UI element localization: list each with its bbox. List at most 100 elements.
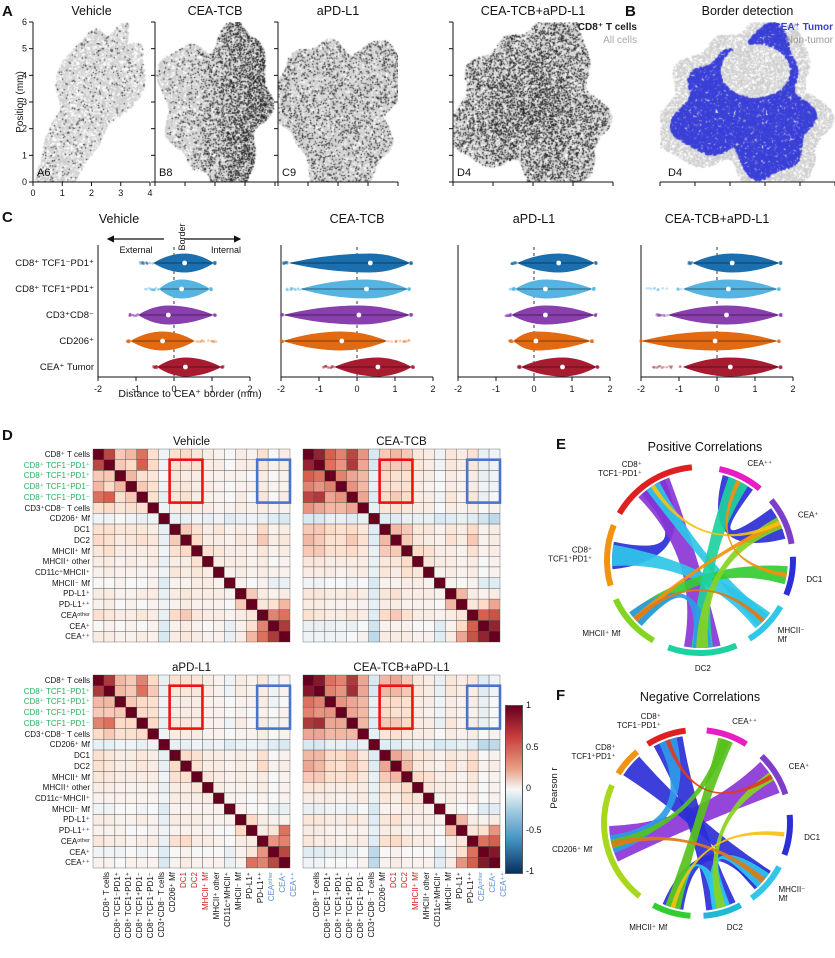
violin-tail-dot xyxy=(776,339,780,343)
violin-tail-dot xyxy=(410,313,414,316)
violin-body xyxy=(300,279,409,299)
violin-tail-dot xyxy=(639,339,643,343)
heatmap-cell xyxy=(246,534,258,546)
heatmap-row-label: MHCII⁺ other xyxy=(42,783,90,793)
violin-tail-dot xyxy=(409,314,413,317)
heatmap-col-label: CEAᵒᵗʰᵉʳ xyxy=(476,872,486,902)
heatmap-cell xyxy=(412,792,424,804)
heatmap-cell xyxy=(267,728,280,740)
violin-tail-dot xyxy=(145,262,149,265)
heatmap-cell xyxy=(445,491,457,503)
heatmap-cell xyxy=(412,459,424,471)
heatmap-cell xyxy=(456,470,468,482)
violin-tail-dot xyxy=(153,287,156,291)
violin-tail-dot xyxy=(689,262,692,266)
heatmap-cell xyxy=(456,577,468,589)
heatmap-cell xyxy=(302,470,315,482)
heatmap-cell xyxy=(92,739,105,751)
violin-tail-dot xyxy=(655,366,659,370)
panel-d-heatmap-title: CEA-TCB xyxy=(376,436,427,448)
violin-tail-dot xyxy=(677,287,680,291)
heatmap-cell xyxy=(357,685,369,697)
heatmap-cell xyxy=(488,760,501,772)
heatmap-cell xyxy=(180,631,192,643)
heatmap-cell xyxy=(368,513,380,525)
heatmap-cell xyxy=(114,760,127,772)
heatmap-cell xyxy=(401,523,413,535)
heatmap-cell xyxy=(92,502,105,514)
heatmap-cell xyxy=(235,631,247,643)
heatmap-cell xyxy=(423,792,435,804)
chord-node-arc xyxy=(759,753,789,796)
external-annotation: External xyxy=(119,245,153,255)
heatmap-cell xyxy=(302,448,315,460)
heatmap-cell xyxy=(313,502,326,514)
heatmap-cell xyxy=(423,470,435,482)
violin-tail-dot xyxy=(220,365,223,369)
violin-tail-dot xyxy=(409,313,413,316)
heatmap-col-label: CD3⁺CD8⁻ T cells xyxy=(367,872,377,938)
heatmap-cell xyxy=(246,470,258,482)
heatmap-cell xyxy=(114,792,127,804)
heatmap-cell xyxy=(92,480,105,493)
heatmap-cell xyxy=(92,448,105,460)
heatmap-cell xyxy=(313,835,326,847)
violin-tail-dot xyxy=(689,262,693,265)
heatmap-cell xyxy=(136,470,148,482)
heatmap-cell xyxy=(335,545,347,557)
heatmap-cell xyxy=(401,470,413,482)
heatmap-cell xyxy=(488,739,501,751)
heatmap-cell xyxy=(202,609,214,621)
heatmap-cell xyxy=(169,470,181,482)
violin-tail-dot xyxy=(592,287,596,290)
heatmap-cell xyxy=(158,846,170,858)
violin-tail-dot xyxy=(513,261,517,264)
violin-tail-dot xyxy=(140,261,144,264)
violin-tail-dot xyxy=(660,314,663,317)
x-tick-label: 0 xyxy=(30,188,35,198)
heatmap-cell xyxy=(169,728,181,740)
heatmap-cell xyxy=(191,577,203,589)
heatmap-cell xyxy=(147,674,159,686)
heatmap-cell xyxy=(158,470,170,482)
heatmap-cell xyxy=(379,598,391,611)
heatmap-cell xyxy=(180,502,192,514)
heatmap-cell xyxy=(180,792,192,804)
heatmap-cell xyxy=(267,523,280,535)
heatmap-cell xyxy=(357,749,369,761)
heatmap-col-label: CD8⁺ TCF1⁺PD1⁻ xyxy=(345,872,355,939)
heatmap-cell xyxy=(412,857,424,869)
heatmap-cell xyxy=(466,857,479,869)
heatmap-cell xyxy=(147,480,159,493)
heatmap-cell xyxy=(103,739,116,751)
heatmap-cell xyxy=(191,588,203,600)
heatmap-cell xyxy=(224,739,236,751)
heatmap-cell xyxy=(302,598,315,611)
heatmap-cell xyxy=(213,857,225,869)
violin-body xyxy=(520,357,597,377)
heatmap-cell xyxy=(103,792,116,804)
heatmap-cell xyxy=(346,534,358,546)
heatmap-cell xyxy=(125,631,137,643)
violin-tail-dot xyxy=(517,365,520,368)
heatmap-cell xyxy=(390,588,402,600)
violin-tail-dot xyxy=(132,314,136,317)
heatmap-cell xyxy=(235,523,247,535)
violin-tail-dot xyxy=(669,365,673,369)
heatmap-cell xyxy=(346,749,358,761)
heatmap-cell xyxy=(103,749,116,761)
heatmap-cell xyxy=(412,513,424,525)
violin-tail-dot xyxy=(518,365,521,368)
heatmap-cell xyxy=(267,824,280,837)
heatmap-cell xyxy=(313,609,326,621)
violin-tail-dot xyxy=(663,314,667,318)
violin-tail-dot xyxy=(147,286,151,290)
heatmap-cell xyxy=(401,566,413,578)
violin-tail-dot xyxy=(594,261,598,264)
violin-tail-dot xyxy=(661,287,665,290)
y-tick-label: 2 xyxy=(22,124,27,134)
heatmap-cell xyxy=(423,502,435,514)
violin-tail-dot xyxy=(145,261,149,265)
x-tick-label: -1 xyxy=(132,384,140,394)
violin-tail-dot xyxy=(518,364,522,368)
